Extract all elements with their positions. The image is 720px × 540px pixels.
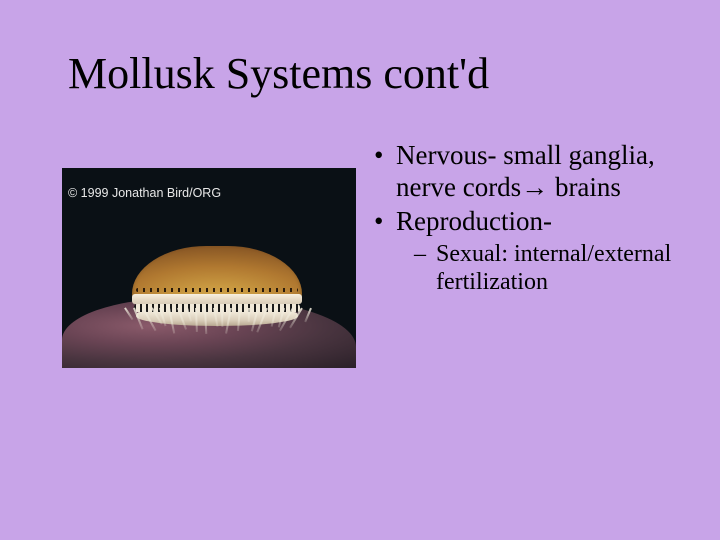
- content-area: Nervous- small ganglia, nerve cords→ bra…: [372, 140, 692, 297]
- bullet-reproduction: Reproduction-: [372, 206, 692, 238]
- image-shell: [132, 246, 302, 331]
- bullet-nervous: Nervous- small ganglia, nerve cords→ bra…: [372, 140, 692, 204]
- image-copyright: © 1999 Jonathan Bird/ORG: [68, 186, 221, 200]
- mollusk-image: © 1999 Jonathan Bird/ORG: [62, 168, 356, 368]
- bullet-sexual: Sexual: internal/external fertilization: [372, 240, 692, 298]
- slide-title: Mollusk Systems cont'd: [68, 48, 489, 99]
